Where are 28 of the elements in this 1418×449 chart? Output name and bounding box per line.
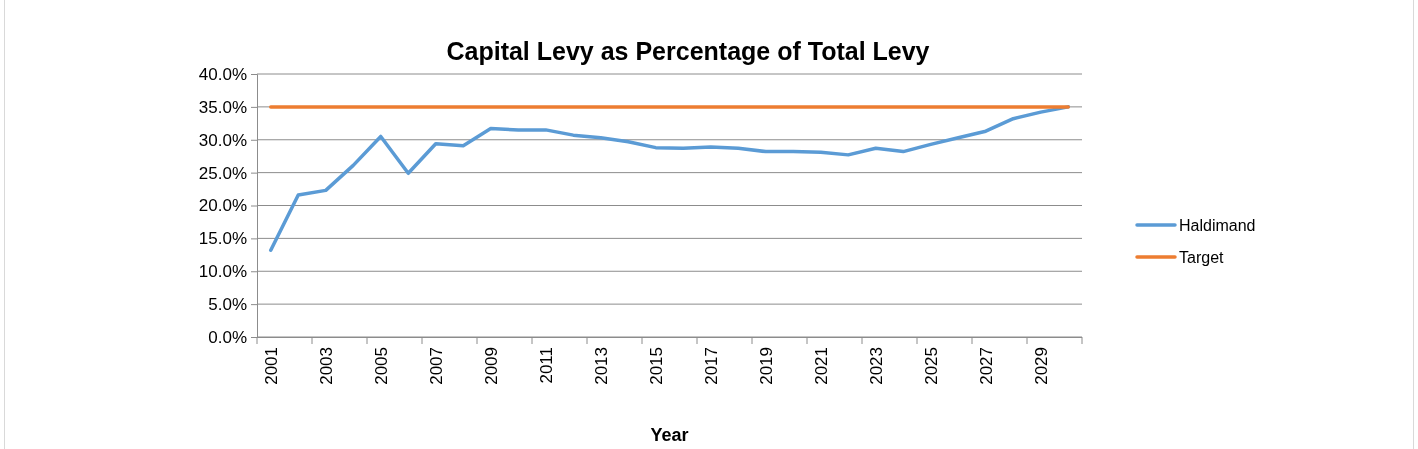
x-tick-label: 2025 xyxy=(921,347,941,385)
y-tick-label: 30.0% xyxy=(198,130,247,150)
y-tick-label: 25.0% xyxy=(198,163,247,183)
y-tick-label: 20.0% xyxy=(198,196,247,216)
x-tick-label: 2017 xyxy=(701,347,721,385)
legend-label: Haldimand xyxy=(1179,216,1256,234)
x-axis-title: Year xyxy=(650,425,689,445)
x-tick-label: 2029 xyxy=(1031,347,1051,385)
x-tick-label: 2023 xyxy=(866,347,886,385)
x-tick-label: 2005 xyxy=(371,347,391,385)
x-tick-label: 2027 xyxy=(976,347,996,385)
y-tick-label: 35.0% xyxy=(198,97,247,117)
x-tick-label: 2011 xyxy=(536,347,556,384)
chart-title: Capital Levy as Percentage of Total Levy xyxy=(446,37,930,65)
x-tick-label: 2007 xyxy=(426,347,446,385)
x-tick-label: 2019 xyxy=(756,347,776,385)
x-tick-label: 2013 xyxy=(591,347,611,385)
x-tick-label: 2003 xyxy=(316,347,336,385)
y-tick-label: 15.0% xyxy=(198,229,247,249)
y-tick-label: 40.0% xyxy=(198,64,247,84)
x-tick-label: 2001 xyxy=(261,347,281,385)
legend-label: Target xyxy=(1179,248,1225,266)
y-tick-label: 5.0% xyxy=(208,295,247,315)
x-tick-label: 2015 xyxy=(646,347,666,385)
x-tick-label: 2021 xyxy=(811,347,831,385)
y-tick-label: 0.0% xyxy=(208,327,247,347)
y-tick-label: 10.0% xyxy=(198,262,247,282)
x-tick-label: 2009 xyxy=(481,347,501,385)
